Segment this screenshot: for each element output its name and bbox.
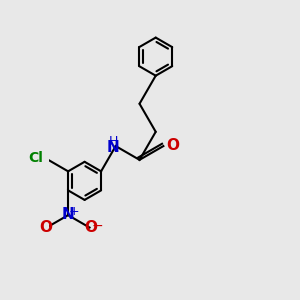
Text: N: N	[62, 207, 74, 222]
Text: O: O	[167, 138, 179, 153]
Text: N: N	[106, 140, 119, 155]
Text: Cl: Cl	[28, 151, 43, 165]
Text: +: +	[68, 205, 79, 218]
Text: O: O	[84, 220, 97, 235]
Text: H: H	[108, 135, 118, 148]
Text: −: −	[92, 219, 103, 233]
Text: O: O	[39, 220, 52, 235]
